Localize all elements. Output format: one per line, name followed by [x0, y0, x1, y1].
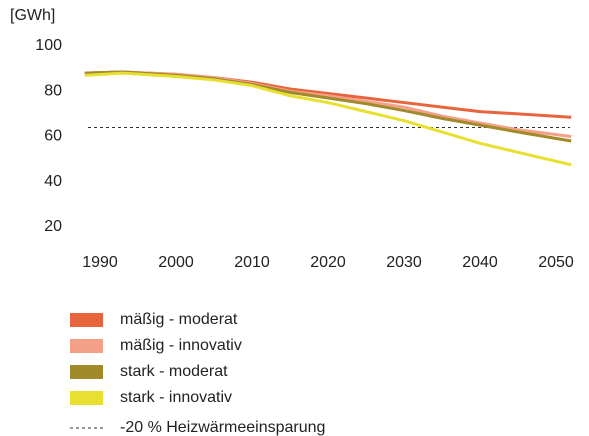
y-tick-label: 40 — [44, 173, 62, 190]
legend-swatch — [70, 339, 103, 353]
legend-label: -20 % Heizwärmeeinsparung — [120, 419, 325, 436]
x-tick-label: 1990 — [82, 254, 118, 271]
series-line — [84, 71, 572, 167]
x-tick-label: 2020 — [310, 254, 346, 271]
legend-label: stark - moderat — [120, 363, 228, 380]
series-line — [84, 70, 572, 138]
legend-label: mäßig - moderat — [120, 311, 238, 328]
x-tick-label: 2000 — [158, 254, 194, 271]
y-tick-label: 100 — [35, 37, 62, 54]
y-tick-label: 20 — [44, 218, 62, 235]
x-tick-label: 2050 — [538, 254, 574, 271]
x-tick-label: 2010 — [234, 254, 270, 271]
y-axis-label: [GWh] — [10, 7, 55, 24]
legend-swatch — [70, 313, 103, 327]
y-tick-label: 60 — [44, 128, 62, 145]
x-tick-label: 2040 — [462, 254, 498, 271]
series-line — [84, 70, 572, 143]
legend-swatch — [70, 391, 103, 405]
legend-label: mäßig - innovativ — [120, 337, 242, 354]
x-tick-label: 2030 — [386, 254, 422, 271]
legend-swatch — [70, 365, 103, 379]
legend-label: stark - innovativ — [120, 389, 232, 406]
y-tick-label: 80 — [44, 82, 62, 99]
